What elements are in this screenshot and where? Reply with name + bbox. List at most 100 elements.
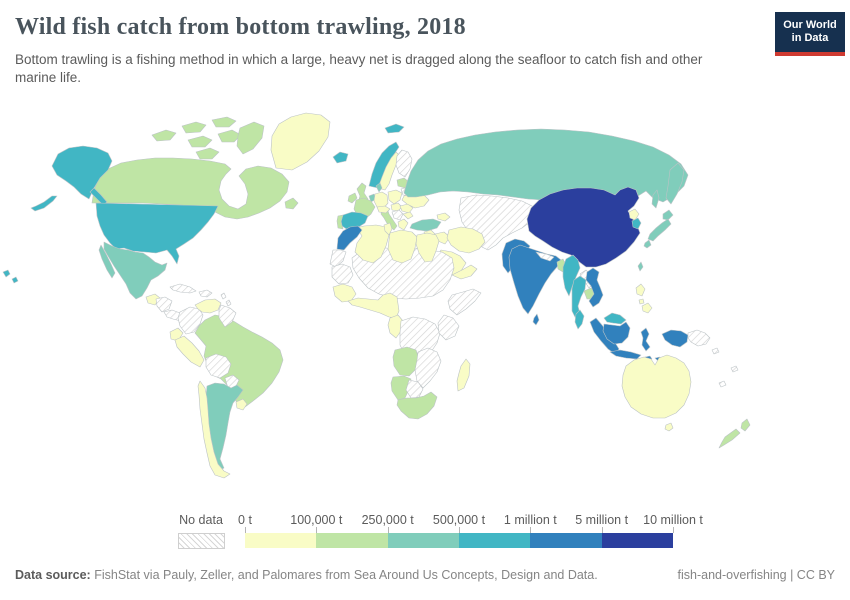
country-tunisia[interactable] (383, 222, 393, 236)
country-denmark[interactable] (375, 182, 383, 193)
legend-tick-label-1: 100,000 t (290, 513, 343, 527)
country-yemen-oman[interactable] (451, 264, 478, 280)
country-peru[interactable] (174, 335, 205, 368)
legend-bin-5[interactable] (601, 533, 673, 548)
country-finland[interactable] (395, 149, 413, 178)
legend-bin-2[interactable] (387, 533, 459, 548)
country-cameroon-gabon[interactable] (387, 314, 404, 339)
country-usa[interactable] (2, 145, 219, 284)
country-senegal-guinea[interactable] (332, 283, 357, 303)
country-vietnam[interactable] (585, 267, 604, 308)
country-venezuela[interactable] (194, 298, 222, 314)
country-north-korea[interactable] (628, 208, 640, 221)
country-libya[interactable] (387, 229, 418, 264)
country-algeria[interactable] (351, 224, 390, 264)
legend-bin-1[interactable] (316, 533, 388, 548)
legend-tick-label-4: 1 million t (503, 513, 557, 527)
legend-no-data-swatch[interactable] (178, 533, 225, 549)
country-angola[interactable] (392, 346, 420, 377)
country-guyanas[interactable] (218, 304, 237, 328)
legend-tick-label-0: 0 t (238, 513, 252, 527)
legend-tick-mark (601, 527, 603, 533)
country-bolivia[interactable] (205, 353, 232, 379)
country-india[interactable] (508, 244, 562, 315)
legend-color-bar (245, 533, 673, 548)
country-iran[interactable] (446, 226, 486, 254)
legend-tick-mark (459, 527, 460, 533)
country-canada[interactable] (91, 116, 299, 220)
owid-logo-line1: Our World (783, 19, 837, 32)
country-iceland[interactable] (332, 151, 349, 164)
country-hispaniola[interactable] (198, 289, 213, 298)
legend-bin-4[interactable] (530, 533, 602, 548)
legend-tick-labels: 0 t 100,000 t 250,000 t 500,000 t 1 million … (238, 513, 703, 529)
legend-tick-mark (245, 527, 246, 533)
country-mauritania[interactable] (331, 263, 354, 285)
country-central-europe[interactable] (390, 202, 403, 212)
country-japan[interactable] (643, 209, 674, 249)
country-pacific-islands[interactable] (711, 347, 739, 388)
country-south-korea[interactable] (631, 217, 642, 230)
country-russia[interactable] (403, 128, 689, 209)
country-west-africa-coast[interactable] (347, 292, 400, 319)
country-thailand[interactable] (571, 275, 587, 320)
country-zambia-mozambique[interactable] (414, 347, 442, 389)
license-link[interactable]: fish-and-overfishing | CC BY (677, 568, 835, 582)
data-source-line: Data source: FishStat via Pauly, Zeller,… (15, 568, 598, 582)
legend-no-data-label: No data (179, 513, 223, 527)
country-morocco[interactable] (336, 225, 363, 251)
legend-tick-label-5: 5 million t (575, 513, 629, 527)
country-philippines[interactable] (635, 283, 653, 314)
country-madagascar[interactable] (456, 358, 471, 392)
country-taiwan[interactable] (637, 261, 644, 272)
legend-bin-3[interactable] (458, 533, 531, 548)
owid-logo[interactable]: Our World in Data (775, 12, 845, 56)
country-greece[interactable] (397, 218, 409, 231)
country-turkey[interactable] (409, 218, 442, 232)
country-horn-of-africa[interactable] (447, 288, 482, 316)
legend-tick-mark (530, 527, 532, 533)
country-greenland[interactable] (270, 112, 331, 171)
country-lesser-antilles[interactable] (220, 292, 232, 307)
country-colombia[interactable] (177, 306, 204, 335)
country-new-zealand[interactable] (718, 418, 751, 449)
country-namibia[interactable] (390, 375, 412, 401)
page-subtitle: Bottom trawling is a fishing method in w… (15, 52, 703, 86)
legend-tick-label-6: 10 million t (643, 513, 703, 527)
country-brazil[interactable] (194, 314, 284, 408)
country-poland[interactable] (387, 189, 403, 205)
country-nepal[interactable] (535, 251, 555, 262)
country-egypt[interactable] (415, 232, 440, 263)
country-balkans[interactable] (391, 209, 404, 221)
country-ireland[interactable] (347, 192, 358, 204)
country-mexico[interactable] (98, 241, 168, 300)
country-western-sahara[interactable] (329, 249, 347, 268)
country-honduras-nicaragua[interactable] (155, 296, 173, 313)
country-south-africa[interactable] (396, 391, 438, 420)
country-chile[interactable] (197, 380, 231, 479)
data-source-label: Data source: (15, 568, 91, 582)
country-malaysia[interactable] (574, 309, 627, 330)
country-myanmar[interactable] (562, 254, 581, 297)
country-caucasus[interactable] (436, 212, 451, 222)
country-indonesia[interactable] (589, 317, 689, 362)
legend-tick-label-3: 500,000 t (432, 513, 486, 527)
legend-bin-0[interactable] (245, 533, 317, 548)
country-uruguay[interactable] (235, 398, 248, 411)
legend-tick-label-2: 250,000 t (361, 513, 414, 527)
country-australia[interactable] (621, 354, 692, 432)
country-east-africa[interactable] (437, 314, 460, 341)
country-bulgaria[interactable] (402, 211, 414, 220)
country-portugal[interactable] (336, 214, 344, 230)
data-source-text: FishStat via Pauly, Zeller, and Palomare… (94, 568, 598, 582)
country-alpine-states[interactable] (376, 205, 391, 214)
legend-tick-mark (316, 527, 318, 533)
owid-logo-line2: in Data (791, 32, 829, 44)
country-cuba[interactable] (169, 283, 197, 294)
country-sri-lanka[interactable] (532, 313, 540, 326)
country-romania[interactable] (399, 203, 414, 214)
country-papua-new-guinea[interactable] (687, 329, 711, 347)
page-title: Wild fish catch from bottom trawling, 20… (15, 14, 466, 40)
